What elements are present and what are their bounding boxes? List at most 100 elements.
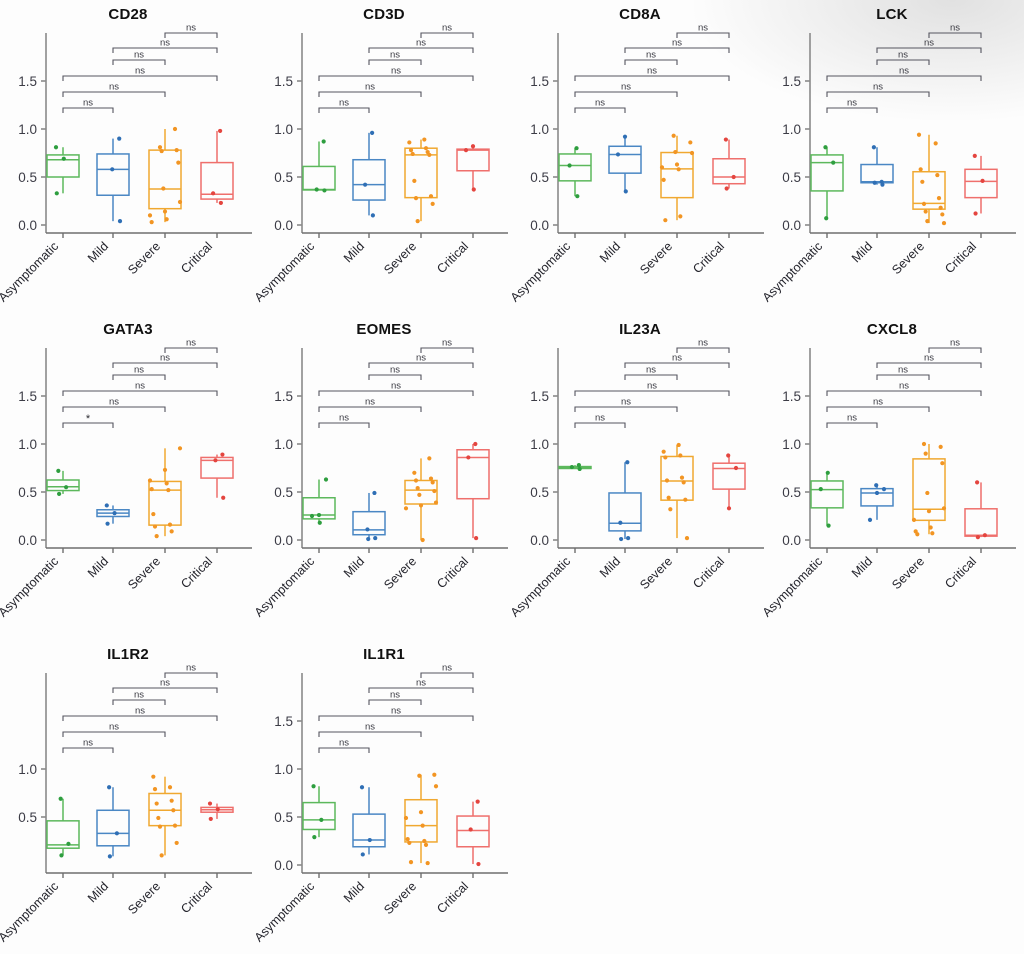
svg-text:ns: ns — [416, 38, 426, 49]
data-point — [169, 529, 174, 534]
data-point — [105, 521, 110, 526]
data-point — [663, 455, 668, 460]
data-point — [423, 842, 429, 847]
svg-text:ns: ns — [595, 98, 605, 109]
data-point — [413, 196, 419, 201]
svg-text:Asymptomatic: Asymptomatic — [764, 239, 825, 304]
data-point — [159, 148, 164, 154]
svg-text:ns: ns — [186, 338, 196, 349]
data-point — [874, 483, 879, 488]
data-point — [415, 219, 420, 224]
data-point — [218, 200, 223, 206]
data-point — [938, 205, 943, 210]
data-point — [473, 441, 478, 447]
svg-text:0.5: 0.5 — [18, 485, 37, 500]
data-point — [422, 137, 427, 142]
svg-text:1.5: 1.5 — [530, 389, 549, 404]
data-point — [370, 213, 375, 218]
svg-text:ns: ns — [899, 381, 909, 392]
data-point — [926, 509, 932, 514]
data-point — [171, 808, 176, 813]
data-point — [427, 152, 432, 158]
svg-text:ns: ns — [442, 663, 452, 674]
data-point — [622, 134, 628, 139]
svg-text:ns: ns — [442, 23, 452, 34]
svg-text:ns: ns — [365, 722, 375, 733]
data-point — [724, 186, 729, 191]
data-point — [61, 156, 66, 161]
data-point — [575, 194, 580, 199]
panel-title: IL23A — [619, 321, 661, 338]
data-point — [911, 517, 917, 522]
panel-title: IL1R1 — [363, 646, 405, 663]
svg-text:0.0: 0.0 — [782, 218, 801, 233]
svg-text:0.5: 0.5 — [274, 485, 293, 500]
panel-gata3: GATA3 0.0 0.5 1.0 1.5 Asymptomatic Mild Severe C… — [0, 315, 256, 633]
svg-text:Asymptomatic: Asymptomatic — [0, 554, 61, 619]
data-point — [936, 196, 942, 201]
data-point — [916, 132, 922, 137]
data-point — [174, 148, 179, 153]
svg-text:ns: ns — [442, 338, 452, 349]
svg-text:Severe: Severe — [637, 239, 675, 277]
data-point — [161, 186, 166, 191]
data-point — [726, 453, 731, 458]
svg-text:1.0: 1.0 — [18, 122, 37, 137]
data-point — [322, 188, 327, 193]
data-point — [618, 520, 623, 525]
panel-title: GATA3 — [103, 321, 153, 338]
svg-text:ns: ns — [390, 365, 400, 376]
data-point — [673, 149, 678, 155]
data-point — [370, 130, 375, 135]
svg-text:Critical: Critical — [690, 239, 727, 276]
svg-text:Mild: Mild — [85, 554, 111, 580]
data-point — [407, 140, 412, 145]
data-point — [162, 209, 168, 214]
data-point — [59, 853, 64, 858]
data-point — [309, 513, 315, 519]
data-point — [174, 840, 179, 846]
svg-text:Asymptomatic: Asymptomatic — [764, 554, 825, 619]
svg-text:Critical: Critical — [434, 239, 471, 276]
panel-il1r1: IL1R1 0.0 0.5 1.0 1.5 Asymptomatic Mild Severe C… — [256, 640, 512, 958]
svg-text:Critical: Critical — [434, 879, 471, 916]
svg-text:Mild: Mild — [85, 239, 111, 265]
data-point — [149, 487, 154, 492]
data-point — [923, 451, 928, 456]
data-point — [918, 167, 923, 172]
data-point — [54, 191, 59, 196]
data-point — [151, 774, 156, 779]
svg-text:ns: ns — [160, 38, 170, 49]
data-point — [470, 144, 476, 149]
data-point — [881, 487, 887, 492]
data-point — [661, 449, 666, 454]
data-point — [688, 140, 693, 145]
panel-title: CD8A — [619, 6, 661, 23]
svg-text:ns: ns — [847, 413, 857, 424]
data-point — [679, 475, 685, 480]
data-point — [167, 785, 173, 790]
data-point — [824, 216, 829, 221]
svg-text:1.5: 1.5 — [274, 714, 293, 729]
data-point — [321, 139, 326, 144]
data-point — [360, 852, 365, 857]
data-point — [117, 136, 122, 141]
panel-lck: LCK 0.0 0.5 1.0 1.5 Asymptomatic Mild Severe Cri… — [764, 0, 1020, 318]
data-point — [731, 174, 736, 180]
svg-text:Critical: Critical — [178, 879, 215, 916]
data-point — [166, 487, 171, 493]
panel-title: CD28 — [108, 6, 148, 23]
data-point — [576, 463, 581, 468]
svg-text:ns: ns — [186, 663, 196, 674]
data-point — [53, 145, 59, 150]
data-point — [664, 478, 670, 483]
data-point — [312, 835, 317, 840]
data-point — [625, 460, 630, 465]
svg-text:1.0: 1.0 — [782, 437, 801, 452]
panel-title: EOMES — [356, 321, 412, 338]
svg-text:ns: ns — [160, 678, 170, 689]
data-point — [975, 535, 980, 540]
data-point — [678, 453, 683, 458]
data-point — [213, 458, 218, 463]
data-point — [425, 860, 430, 866]
